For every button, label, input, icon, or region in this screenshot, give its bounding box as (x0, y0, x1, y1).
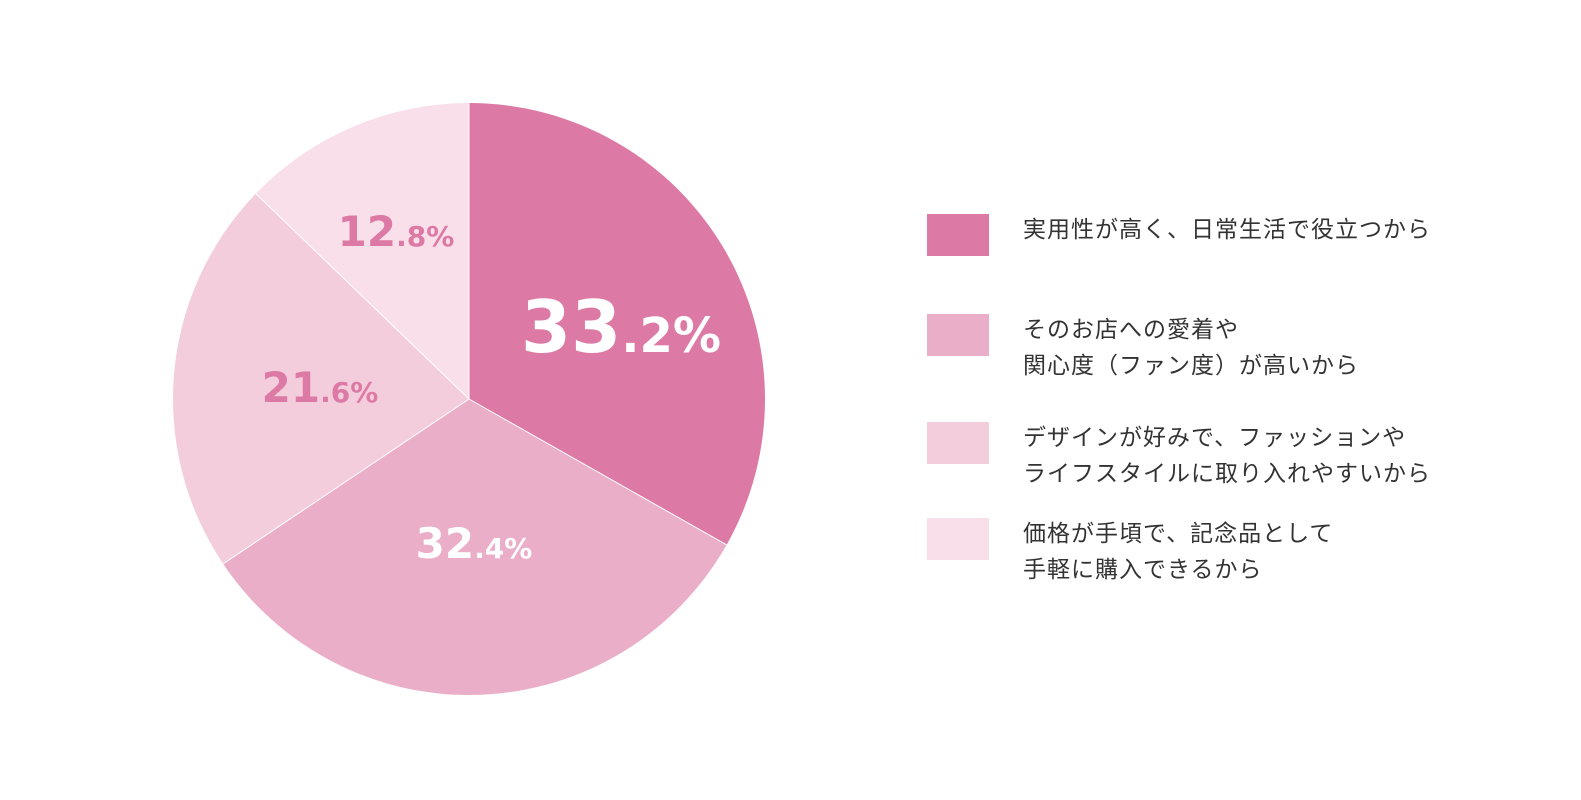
pie-separator (255, 193, 470, 400)
legend-label-attachment: そのお店への愛着や 関心度（ファン度）が高いから (1023, 312, 1503, 384)
legend-label-price: 価格が手頃で、記念品として 手軽に購入できるから (1023, 516, 1503, 588)
legend-label-design: デザインが好みで、ファッションや ライフスタイルに取り入れやすいから (1023, 420, 1503, 492)
legend-swatch-attachment (927, 314, 989, 356)
pie-value-label-price: 12.8% (338, 207, 455, 256)
pie-value-labels: 33.2% 32.4% 21.6% 12.8% (262, 207, 721, 568)
pie-value-label-design: 21.6% (262, 363, 379, 412)
legend-label-design-line-2: ライフスタイルに取り入れやすいから (1023, 461, 1431, 487)
legend-swatch-price (927, 518, 989, 560)
legend-label-attachment-line-2: 関心度（ファン度）が高いから (1023, 353, 1359, 379)
pie-slices (173, 103, 765, 696)
legend-label-practical-line-1: 実用性が高く、日常生活で役立つから (1023, 217, 1431, 243)
pie-value-label-practical: 33.2% (521, 285, 721, 369)
pie-slice-attachment (223, 399, 727, 696)
legend-label-price-line-1: 価格が手頃で、記念品として (1023, 521, 1334, 547)
pie-slice-price (255, 103, 469, 399)
legend-label-attachment-line-1: そのお店への愛着や (1023, 317, 1239, 343)
pie-value-label-attachment: 32.4% (416, 519, 533, 568)
pie-separator (468, 398, 727, 546)
legend-label-design-line-1: デザインが好みで、ファッションや (1023, 425, 1407, 451)
legend-label-practical: 実用性が高く、日常生活で役立つから (1023, 212, 1503, 248)
legend-swatch-design (927, 422, 989, 464)
pie-slice-design (173, 193, 469, 564)
legend-label-price-line-2: 手軽に購入できるから (1023, 557, 1263, 583)
pie-separator (222, 398, 470, 565)
legend-swatch-practical (927, 214, 989, 256)
pie-slice-practical (469, 103, 765, 545)
